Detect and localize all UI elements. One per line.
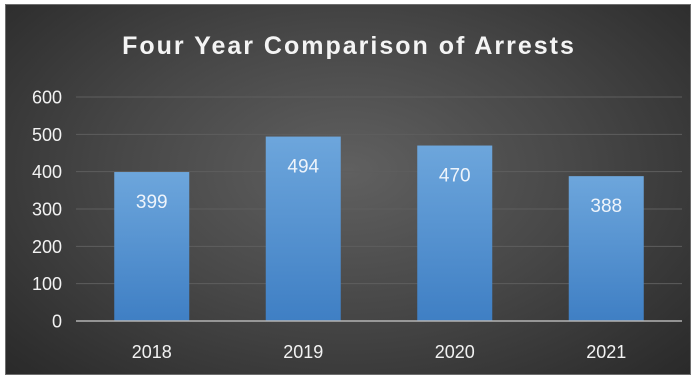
bar-chart-plot: 0 100 200 300 400 500 600 2018 2019 2020 2021 399… [32,88,682,362]
y-tick-label: 600 [32,88,62,108]
y-axis-tick-labels: 0 100 200 300 400 500 600 [32,88,62,332]
y-tick-label: 300 [32,200,62,220]
data-label-2019: 494 [287,157,319,178]
y-tick-label: 0 [52,312,62,332]
chart-frame: Four Year Comparison of Arrests 0 100 200 3… [5,4,691,375]
y-tick-label: 400 [32,162,62,182]
bar-2020 [417,145,493,321]
x-category-label-2020: 2020 [435,342,475,362]
y-tick-label: 500 [32,125,62,145]
bar-2019 [265,136,341,321]
chart-title: Four Year Comparison of Arrests [122,32,576,60]
x-category-label-2019: 2019 [283,342,323,362]
x-category-label-2021: 2021 [586,342,626,362]
y-tick-label: 100 [32,274,62,294]
data-label-2021: 388 [590,196,622,217]
bar-2018 [114,172,190,321]
data-labels: 399 494 470 388 [136,157,622,218]
bar-2021 [568,176,644,321]
x-category-label-2018: 2018 [132,342,172,362]
data-label-2018: 399 [136,192,168,213]
y-tick-label: 200 [32,237,62,257]
data-label-2020: 470 [439,166,471,187]
x-axis-category-labels: 2018 2019 2020 2021 [132,342,627,362]
bars [114,136,644,321]
